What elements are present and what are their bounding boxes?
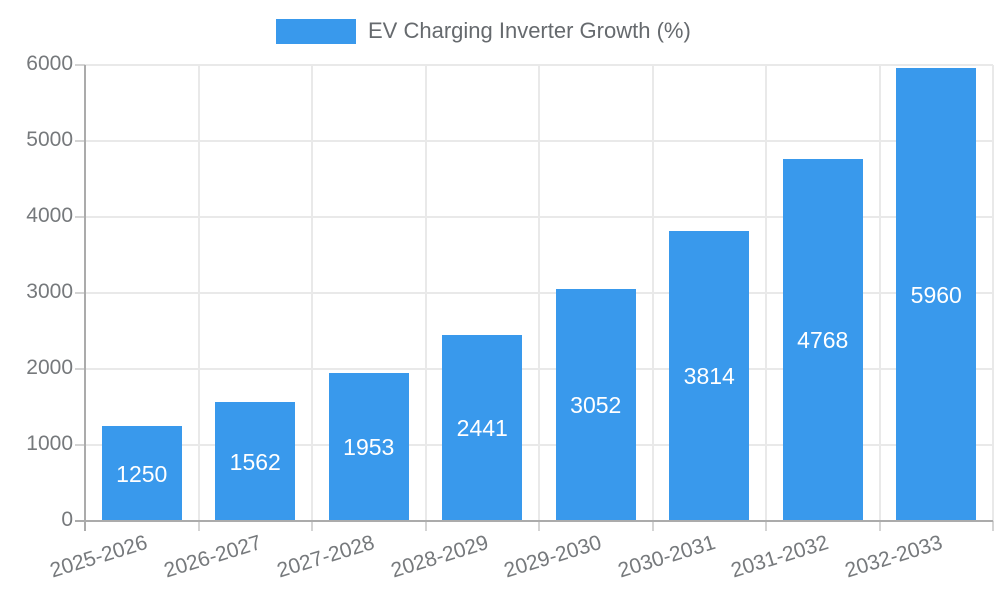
gridline: [424, 65, 427, 521]
x-tick-mark: [197, 521, 200, 531]
y-tick-mark: [75, 444, 85, 446]
bar[interactable]: [442, 335, 523, 521]
y-tick-mark: [75, 140, 85, 142]
x-tick-label: 2026-2027: [161, 531, 264, 583]
x-tick-mark: [311, 521, 313, 531]
bar[interactable]: [215, 402, 296, 521]
y-tick-mark: [75, 64, 85, 66]
y-tick-label: 6000: [26, 52, 73, 75]
x-tick-label: 2031-2032: [728, 531, 832, 583]
y-tick-label: 3000: [26, 280, 73, 303]
gridline: [651, 65, 654, 521]
bar[interactable]: [669, 231, 750, 521]
y-tick-label: 1000: [26, 432, 73, 455]
gridline: [878, 65, 881, 521]
x-tick-mark: [538, 521, 540, 531]
bar[interactable]: [896, 68, 977, 521]
x-tick-mark: [424, 521, 427, 531]
x-axis-line: [75, 520, 993, 522]
bar[interactable]: [101, 426, 182, 521]
gridline: [311, 65, 313, 521]
x-tick-label: 2030-2031: [615, 531, 718, 583]
x-tick-mark: [878, 521, 881, 531]
x-tick-mark: [651, 521, 654, 531]
x-tick-label: 2032-2033: [842, 531, 945, 583]
gridline: [538, 65, 540, 521]
y-tick-label: 2000: [26, 356, 73, 379]
y-tick-label: 0: [61, 508, 73, 531]
x-tick-label: 2029-2030: [501, 531, 605, 583]
y-tick-label: 4000: [26, 204, 73, 227]
legend-item[interactable]: EV Charging Inverter Growth (%): [276, 18, 691, 44]
gridline: [765, 65, 767, 521]
y-tick-label: 5000: [26, 128, 73, 151]
x-tick-mark: [992, 521, 994, 531]
y-tick-mark: [75, 368, 85, 370]
x-tick-label: 2028-2029: [388, 531, 491, 583]
x-tick-mark: [765, 521, 767, 531]
x-tick-label: 2027-2028: [274, 531, 378, 583]
gridline: [992, 65, 994, 521]
y-tick-mark: [75, 216, 85, 218]
legend-label: EV Charging Inverter Growth (%): [368, 18, 691, 43]
bar[interactable]: [555, 289, 636, 521]
legend-swatch: [276, 18, 356, 44]
bar[interactable]: [782, 158, 863, 521]
y-axis-line: [84, 65, 86, 531]
y-tick-mark: [75, 292, 85, 294]
gridline: [197, 65, 200, 521]
x-tick-label: 2025-2026: [47, 531, 151, 583]
bar[interactable]: [328, 372, 409, 521]
